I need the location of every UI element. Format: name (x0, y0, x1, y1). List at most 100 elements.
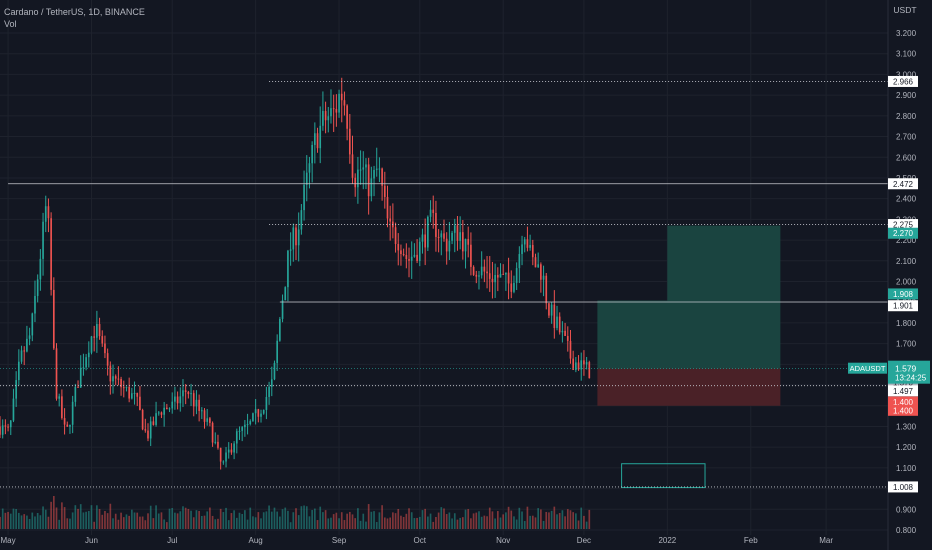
volume-bar (322, 512, 324, 529)
candle-body (502, 273, 505, 275)
candle-body (542, 275, 545, 280)
candle-body (187, 391, 190, 395)
volume-bar (55, 507, 58, 529)
candle-body (408, 259, 410, 261)
candle-body (152, 421, 155, 425)
volume-bar (287, 510, 289, 529)
volume-bar (370, 511, 373, 529)
candle-body (203, 410, 206, 422)
volume-bar (575, 513, 577, 529)
volume-bar (537, 508, 540, 529)
y-tick-label: 1.700 (896, 340, 917, 349)
position-tool[interactable] (597, 225, 781, 489)
candle-body (39, 258, 42, 280)
candle-body (262, 409, 265, 414)
current-price-badge (888, 360, 930, 384)
y-tick-label: 2.700 (896, 133, 917, 142)
candle-body (505, 272, 507, 275)
volume-bar (319, 506, 322, 529)
volume-bar (270, 511, 273, 529)
currency-label: USDT (893, 5, 916, 15)
price-badge-label: 1.908 (893, 290, 914, 299)
candle-body (370, 178, 373, 197)
candle-body (147, 430, 149, 439)
candle-body (139, 396, 141, 410)
candle-body (71, 401, 74, 425)
time-axis[interactable]: May Jun Jul Aug Sep Oct Nov Dec 2022 Feb Mar (1, 536, 834, 545)
volume-bar (93, 521, 96, 529)
volume-bar (526, 506, 529, 529)
candle-body (260, 413, 262, 417)
volume-bar (36, 513, 39, 529)
volume-bar (20, 515, 23, 529)
volume-bar (515, 519, 518, 529)
candle-body (397, 243, 400, 251)
candle-body (268, 386, 270, 397)
candle-body (34, 295, 36, 314)
price-badge-label: 2.472 (893, 180, 914, 189)
volume-bar (74, 505, 77, 529)
volume-bar (66, 518, 69, 529)
horizontal-levels[interactable] (0, 81, 888, 488)
volume-bar (254, 517, 257, 529)
volume-bar (7, 511, 9, 529)
volume-bar (77, 508, 79, 529)
volume-bar (338, 518, 340, 529)
candle-body (453, 225, 456, 233)
volume-bar (580, 507, 583, 529)
candle-body (459, 232, 461, 241)
y-tick-label: 3.000 (896, 70, 917, 79)
candle-body (316, 133, 319, 149)
candle-body (540, 264, 542, 280)
candle-body (491, 278, 494, 283)
volume-bar (305, 506, 308, 529)
candle-body (322, 111, 324, 126)
candle-body (327, 116, 330, 121)
volume-bar (265, 511, 268, 529)
candle-body (96, 324, 98, 338)
candle-body (63, 418, 66, 425)
volume-bar (166, 522, 168, 529)
volume-bar (472, 513, 475, 529)
candle-body (149, 421, 152, 439)
candle-body (292, 227, 295, 250)
volume-bar (200, 515, 203, 529)
volume-bar (421, 510, 424, 529)
candle-body (305, 172, 308, 185)
candle-body (537, 264, 540, 268)
volume-bar (351, 514, 354, 529)
volume-bar (386, 518, 389, 529)
volume-bar (28, 518, 31, 529)
candle-body (82, 367, 85, 369)
volume-bar (222, 512, 225, 529)
volume-bar (383, 517, 386, 529)
volume-bar (192, 517, 195, 529)
candle-body (284, 287, 287, 301)
volume-bar (190, 510, 192, 529)
candle-body (478, 275, 480, 277)
volume-bar (335, 512, 338, 529)
candle-body (553, 304, 556, 328)
volume-bar (588, 509, 591, 529)
volume-bar (101, 514, 104, 529)
candle-body (475, 274, 478, 277)
y-tick-label: 0.900 (896, 505, 917, 514)
volume-bars (0, 496, 591, 529)
y-tick-label: 1.200 (896, 443, 917, 452)
candle-body (289, 249, 292, 251)
candle-body (61, 396, 63, 419)
candle-body (314, 133, 316, 145)
volume-bar (470, 518, 472, 529)
volume-bar (462, 517, 464, 529)
candle-body (257, 409, 260, 417)
volume-bar (357, 508, 359, 529)
candle-body (184, 390, 187, 392)
candle-body (548, 303, 550, 316)
volume-bar (152, 518, 155, 529)
volume-bar (480, 516, 483, 529)
volume-bar (518, 507, 521, 529)
price-badge (888, 227, 918, 239)
candle-body (456, 225, 459, 241)
candle-body (340, 93, 343, 101)
